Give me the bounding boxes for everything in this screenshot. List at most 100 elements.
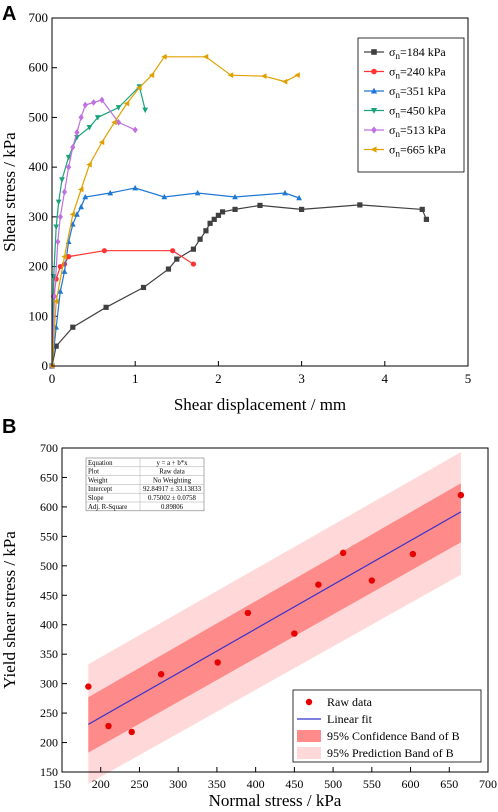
data-point bbox=[161, 53, 167, 60]
panel-b: B 150 200 250 300 350 400 450 500 550 600 650 70015… bbox=[0, 416, 497, 810]
legend-label: 95% Prediction Band of B bbox=[327, 746, 454, 760]
stats-table-key: Plot bbox=[88, 469, 99, 476]
data-point bbox=[51, 293, 58, 300]
panel-b-legend: Raw data Linear fit 95% Confidence Band of… bbox=[292, 689, 482, 763]
data-point bbox=[61, 253, 67, 260]
x-tick-label-b: 350 bbox=[208, 777, 226, 791]
legend-item: 95% Confidence Band of B bbox=[297, 729, 460, 743]
panel-a: A 0 1 2 3 4 5 0 100 200 300 400 500 600 700 Shear dis… bbox=[0, 3, 471, 414]
y-tick-label-a: 100 bbox=[29, 308, 49, 323]
data-point bbox=[190, 261, 197, 267]
panel-a-y-axis-label: Shear stress / kPa bbox=[0, 132, 19, 252]
data-point bbox=[202, 53, 209, 60]
data-point bbox=[94, 115, 101, 121]
x-tick-label-b: 500 bbox=[324, 777, 342, 791]
data-point bbox=[157, 671, 165, 678]
data-point bbox=[101, 248, 108, 254]
x-tick-label-a: 4 bbox=[382, 371, 389, 386]
data-point bbox=[123, 100, 130, 107]
legend-label-rest: =240 kPa bbox=[400, 65, 446, 79]
data-point bbox=[299, 206, 305, 212]
data-point bbox=[55, 238, 61, 246]
legend-item: σn=450 kPa bbox=[364, 104, 446, 120]
data-point bbox=[142, 107, 149, 114]
data-point bbox=[315, 581, 322, 588]
stats-table-key: Weight bbox=[88, 477, 108, 484]
data-point bbox=[86, 161, 92, 168]
x-tick-label-b: 700 bbox=[479, 777, 497, 791]
legend-marker bbox=[370, 146, 377, 153]
data-point bbox=[115, 119, 122, 126]
panel-b-x-axis-label: Normal stress / kPa bbox=[209, 791, 342, 810]
stats-table-value: 92.84917 ± 33.13833 bbox=[143, 486, 202, 493]
series-a-1 bbox=[49, 248, 197, 369]
data-point bbox=[227, 72, 234, 79]
legend-label: σn=351 kPa bbox=[389, 84, 446, 100]
series-line bbox=[51, 56, 298, 367]
data-point bbox=[53, 343, 59, 349]
legend-label-rest: =351 kPa bbox=[400, 84, 446, 98]
stats-table-key: Slope bbox=[88, 495, 103, 502]
legend-label: σn=184 kPa bbox=[389, 45, 446, 61]
stats-table-value: No Weighting bbox=[153, 477, 192, 484]
x-tick-label-b: 600 bbox=[402, 777, 420, 791]
x-tick-label-b: 450 bbox=[285, 777, 303, 791]
legend-label-sub: n bbox=[395, 149, 400, 159]
data-point bbox=[232, 206, 238, 212]
x-tick-label-a: 3 bbox=[298, 371, 305, 386]
data-point bbox=[148, 72, 155, 79]
legend-item: σn=665 kPa bbox=[364, 143, 446, 159]
y-tick-label-a: 500 bbox=[29, 109, 49, 124]
data-point bbox=[190, 246, 197, 252]
legend-label-rest: =184 kPa bbox=[400, 45, 446, 59]
legend-item: σn=184 kPa bbox=[364, 45, 446, 61]
series-a-4 bbox=[49, 96, 138, 370]
y-tick-label-a: 0 bbox=[42, 358, 49, 373]
data-point bbox=[61, 188, 68, 196]
legend-marker bbox=[371, 126, 377, 134]
data-point bbox=[98, 139, 105, 146]
y-tick-label-a: 400 bbox=[29, 159, 49, 174]
series-line bbox=[51, 187, 300, 367]
y-tick-label-b: 450 bbox=[40, 588, 58, 602]
data-point bbox=[296, 194, 302, 201]
legend-label: σn=450 kPa bbox=[389, 104, 446, 120]
legend-label: Linear fit bbox=[327, 712, 373, 726]
legend-label: σn=240 kPa bbox=[389, 65, 446, 81]
y-tick-label-b: 300 bbox=[40, 677, 58, 691]
legend-label-main: σ bbox=[389, 65, 396, 79]
x-tick-label-a: 2 bbox=[215, 371, 222, 386]
y-tick-label-b: 200 bbox=[40, 736, 58, 750]
stats-table-value: 0.75002 ± 0.0758 bbox=[148, 495, 197, 502]
panel-b-points bbox=[85, 491, 465, 736]
legend-item: Linear fit bbox=[297, 712, 373, 726]
x-tick-label-b: 550 bbox=[363, 777, 381, 791]
stats-table-value: Raw data bbox=[159, 469, 184, 476]
series-line bbox=[51, 99, 136, 367]
data-point bbox=[161, 193, 168, 200]
x-tick-label-b: 250 bbox=[130, 777, 148, 791]
data-point bbox=[57, 288, 64, 294]
x-tick-label-b: 150 bbox=[53, 777, 71, 791]
legend-marker bbox=[370, 87, 378, 94]
panel-b-ticks: 150 200 250 300 350 400 450 500 550 600 650 700 150 2… bbox=[40, 441, 497, 791]
y-tick-label-b: 550 bbox=[40, 529, 58, 543]
stats-table: Equation y = a + b*x Plot Raw data Weight No … bbox=[85, 457, 205, 512]
data-point bbox=[78, 186, 84, 193]
panel-b-fit bbox=[88, 511, 462, 725]
legend-label-sub: n bbox=[395, 71, 400, 81]
data-point bbox=[136, 84, 142, 91]
data-point bbox=[174, 256, 180, 262]
data-point bbox=[53, 276, 59, 282]
data-point bbox=[70, 143, 76, 151]
legend-label-sub: n bbox=[395, 51, 400, 61]
data-point bbox=[368, 577, 376, 584]
data-point bbox=[86, 125, 93, 131]
data-point bbox=[78, 114, 84, 121]
data-point bbox=[53, 298, 59, 305]
legend-item: σn=240 kPa bbox=[364, 65, 446, 81]
legend-marker bbox=[371, 49, 377, 55]
data-point bbox=[66, 163, 72, 171]
data-point bbox=[261, 73, 267, 80]
legend-item: σn=513 kPa bbox=[364, 123, 446, 139]
